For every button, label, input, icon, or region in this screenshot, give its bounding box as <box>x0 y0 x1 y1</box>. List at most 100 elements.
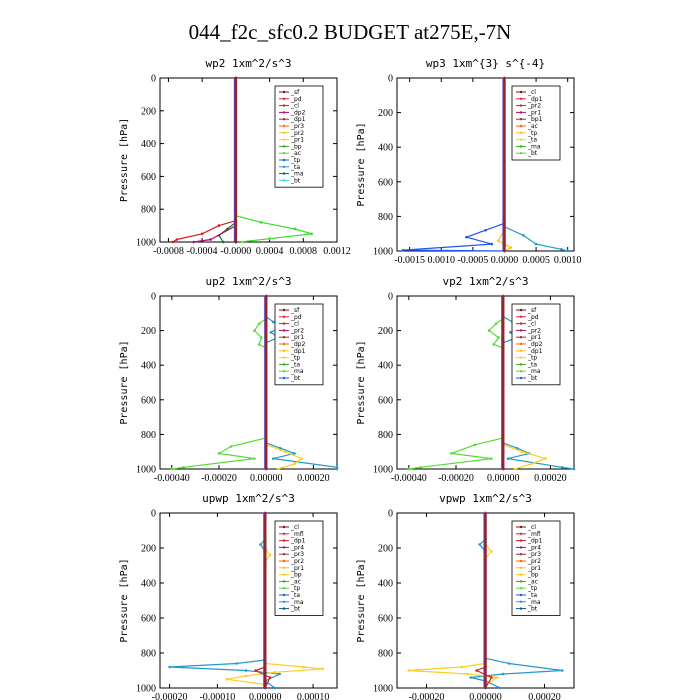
data-point <box>271 320 275 324</box>
legend-label: _pd <box>290 314 302 321</box>
legend-marker <box>519 315 523 318</box>
legend-label: _bt <box>527 150 538 157</box>
data-point <box>407 467 411 471</box>
legend-marker <box>519 559 523 563</box>
y-tick-label: 800 <box>141 205 156 216</box>
data-point <box>530 462 533 466</box>
data-point <box>283 450 287 454</box>
data-point <box>293 462 296 466</box>
y-tick-label: 1000 <box>373 465 393 476</box>
data-point <box>235 662 238 665</box>
data-point <box>229 445 233 448</box>
y-tick-label: 200 <box>141 106 156 117</box>
y-tick-label: 0 <box>151 292 156 303</box>
legend-marker <box>282 607 286 610</box>
data-point <box>449 452 453 455</box>
legend-marker <box>519 97 523 101</box>
data-point <box>465 235 468 239</box>
chart-panel-6: vpwp 1xm^2/s^3 Pressure [hPa] 0 200 400 600 80… <box>356 492 575 700</box>
y-tick-label: 200 <box>378 108 393 119</box>
series-line-tp <box>403 78 506 252</box>
legend-marker <box>282 152 286 155</box>
data-point <box>508 331 512 334</box>
data-point <box>244 674 248 678</box>
legend-box <box>274 85 324 188</box>
y-tick-label: 800 <box>378 649 393 660</box>
data-point <box>560 247 563 251</box>
legend-marker <box>282 566 286 569</box>
data-point <box>506 457 510 460</box>
legend-marker <box>282 179 286 182</box>
legend-label: _ta <box>290 361 300 368</box>
y-axis-label: Pressure [hPa] <box>119 118 130 202</box>
x-tick-label: 0.0008 <box>290 246 318 257</box>
x-tick-label: 0.00010 <box>297 692 330 700</box>
y-tick-label: 600 <box>141 395 156 406</box>
legend-marker <box>519 308 523 312</box>
legend-label: _bt <box>290 375 301 382</box>
legend-marker <box>282 165 286 168</box>
x-tick-label: 0.0010 <box>428 255 456 266</box>
y-tick-label: 600 <box>378 614 393 625</box>
data-point <box>192 240 196 244</box>
legend-label: _sf <box>527 307 537 314</box>
legend-label: _bp <box>527 572 539 579</box>
legend-marker <box>519 322 523 325</box>
y-tick-label: 1000 <box>136 684 156 695</box>
y-tick-label: 800 <box>378 430 393 441</box>
legend-marker <box>519 336 523 339</box>
x-tick-label: 0.0004 <box>256 246 284 257</box>
legend-marker <box>519 546 523 549</box>
data-point <box>402 248 405 252</box>
legend-label: _pd <box>290 96 302 103</box>
legend-marker <box>519 525 523 529</box>
data-point <box>269 331 273 334</box>
legend-label: _pr3 <box>290 551 304 558</box>
y-tick-label: 600 <box>378 177 393 188</box>
chart-panel-1: wp2 1xm^2/s^3 Pressure [hPa] 0 200 400 600 800… <box>119 57 351 257</box>
y-tick-label: 1000 <box>373 684 393 695</box>
legend-marker <box>519 90 523 94</box>
data-point <box>254 669 257 672</box>
legend-marker <box>282 145 286 148</box>
series-line-dp1 <box>408 296 504 470</box>
x-tick-label: -0.00040 <box>154 473 190 484</box>
legend-label: _pr2 <box>290 327 304 334</box>
data-point <box>293 452 296 455</box>
legend-label: _dp1 <box>527 348 543 355</box>
data-point <box>494 322 498 325</box>
legend-label: _pr3 <box>527 551 541 558</box>
data-point <box>244 669 248 672</box>
legend-marker <box>282 370 286 373</box>
chart-panel-4: vp2 1xm^2/s^3 Pressure [hPa] 0 200 400 600 800… <box>356 275 576 484</box>
legend-marker <box>519 349 523 352</box>
y-tick-label: 400 <box>141 139 156 150</box>
legend-label: _ma <box>290 599 304 606</box>
legend-marker <box>282 559 286 563</box>
y-tick-label: 400 <box>141 579 156 590</box>
legend-label: _ma <box>527 368 541 375</box>
legend-label: _tp <box>527 130 537 137</box>
y-tick-label: 0 <box>388 292 393 303</box>
data-point <box>271 457 275 460</box>
legend-label: _tp <box>290 585 300 592</box>
data-point <box>534 242 538 246</box>
legend-marker <box>282 104 286 107</box>
data-point <box>335 467 339 471</box>
x-tick-label: -0.00020 <box>409 692 445 700</box>
data-point <box>273 670 277 674</box>
legend-marker <box>282 376 286 380</box>
data-point <box>544 457 547 460</box>
data-point <box>276 467 280 471</box>
data-point <box>279 446 282 450</box>
plot-frame <box>396 295 575 470</box>
y-axis-label: Pressure [hPa] <box>356 122 367 206</box>
data-point <box>407 669 411 672</box>
legend-marker <box>282 539 286 542</box>
x-tick-label: 0.0012 <box>323 246 351 257</box>
data-point <box>257 322 261 325</box>
data-point <box>566 249 569 253</box>
y-tick-label: 400 <box>141 361 156 372</box>
legend-marker <box>282 525 286 529</box>
legend-marker <box>519 553 523 556</box>
